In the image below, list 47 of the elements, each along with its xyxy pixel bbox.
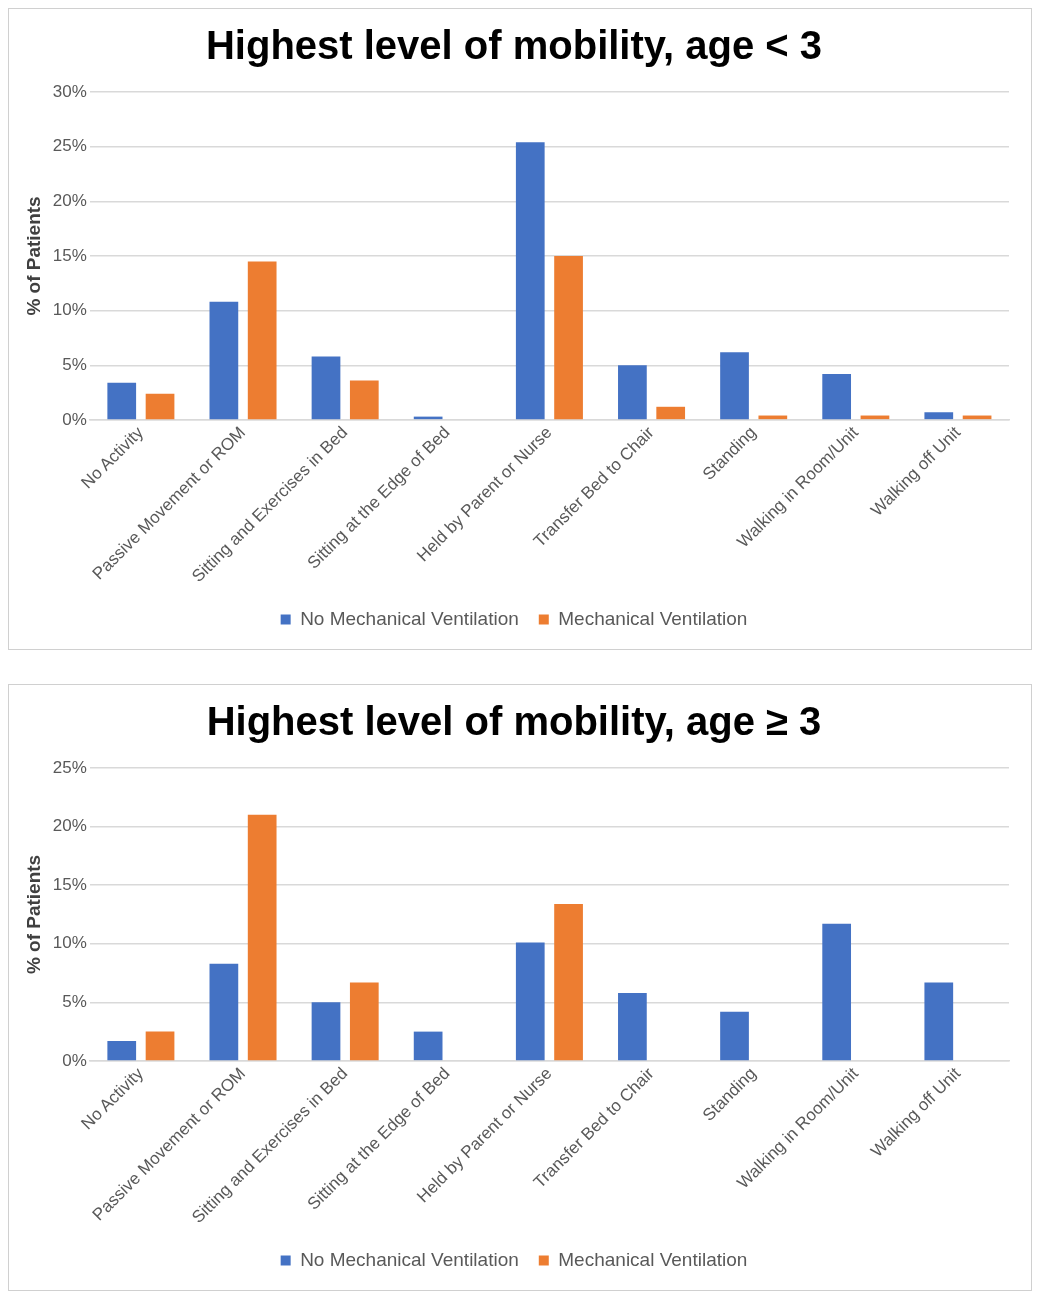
bar	[515, 942, 545, 1061]
bar	[924, 412, 954, 420]
chart-title: Highest level of mobility, age ≥ 3	[206, 699, 822, 744]
bar	[720, 1011, 749, 1061]
y-tick-label: 25%	[52, 136, 87, 156]
bar	[247, 814, 277, 1061]
bar	[107, 382, 137, 420]
bar	[720, 352, 749, 420]
bar	[822, 923, 852, 1061]
y-tick-label: 10%	[52, 933, 87, 953]
bar	[311, 1002, 341, 1061]
legend-label: Mechanical Ventilation	[558, 607, 748, 629]
y-tick-label: 30%	[52, 81, 87, 101]
y-tick-label: 20%	[52, 190, 87, 210]
bar	[311, 356, 341, 420]
y-tick-label: 15%	[52, 874, 87, 894]
y-axis-title: % of Patients	[22, 854, 44, 975]
legend-label: Mechanical Ventilation	[558, 1248, 748, 1270]
y-tick-label: 5%	[62, 354, 87, 374]
legend-label: No Mechanical Ventilation	[300, 1248, 519, 1270]
bar	[209, 963, 239, 1061]
bar	[247, 261, 277, 420]
bar	[618, 992, 647, 1061]
bar	[554, 255, 583, 420]
bar	[145, 393, 175, 420]
bar	[924, 982, 954, 1061]
bar	[107, 1040, 137, 1061]
bar	[413, 1031, 443, 1061]
y-axis-title: % of Patients	[22, 196, 44, 316]
y-tick-label: 20%	[52, 816, 87, 836]
chart-title: Highest level of mobility, age < 3	[205, 23, 823, 68]
bar	[349, 982, 379, 1061]
legend-label: No Mechanical Ventilation	[300, 607, 519, 629]
bar	[618, 365, 647, 420]
y-tick-label: 0%	[62, 1050, 87, 1070]
bar	[145, 1031, 175, 1061]
y-tick-label: 15%	[52, 245, 87, 265]
bar	[656, 406, 686, 420]
bar	[349, 380, 379, 420]
y-tick-label: 25%	[52, 757, 87, 777]
y-tick-label: 10%	[52, 300, 87, 320]
y-tick-label: 5%	[62, 992, 87, 1012]
bar	[515, 142, 545, 420]
bar	[822, 374, 852, 420]
y-tick-label: 0%	[62, 409, 87, 429]
bar	[209, 301, 239, 420]
bar	[554, 903, 583, 1061]
